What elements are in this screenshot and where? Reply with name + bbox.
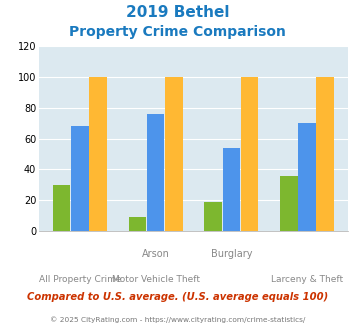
- Text: Arson: Arson: [142, 249, 170, 259]
- Text: Motor Vehicle Theft: Motor Vehicle Theft: [111, 275, 200, 284]
- Text: 2019 Bethel: 2019 Bethel: [126, 5, 229, 20]
- Text: Larceny & Theft: Larceny & Theft: [271, 275, 343, 284]
- Bar: [280, 176, 297, 231]
- Bar: [204, 202, 222, 231]
- Bar: [53, 185, 71, 231]
- Bar: [241, 77, 258, 231]
- Bar: [316, 77, 334, 231]
- Bar: [223, 148, 240, 231]
- Text: © 2025 CityRating.com - https://www.cityrating.com/crime-statistics/: © 2025 CityRating.com - https://www.city…: [50, 317, 305, 323]
- Bar: [165, 77, 182, 231]
- Text: All Property Crime: All Property Crime: [39, 275, 121, 284]
- Bar: [89, 77, 107, 231]
- Text: Compared to U.S. average. (U.S. average equals 100): Compared to U.S. average. (U.S. average …: [27, 292, 328, 302]
- Bar: [71, 126, 89, 231]
- Text: Property Crime Comparison: Property Crime Comparison: [69, 25, 286, 39]
- Bar: [147, 114, 164, 231]
- Bar: [129, 217, 146, 231]
- Text: Burglary: Burglary: [211, 249, 252, 259]
- Bar: [298, 123, 316, 231]
